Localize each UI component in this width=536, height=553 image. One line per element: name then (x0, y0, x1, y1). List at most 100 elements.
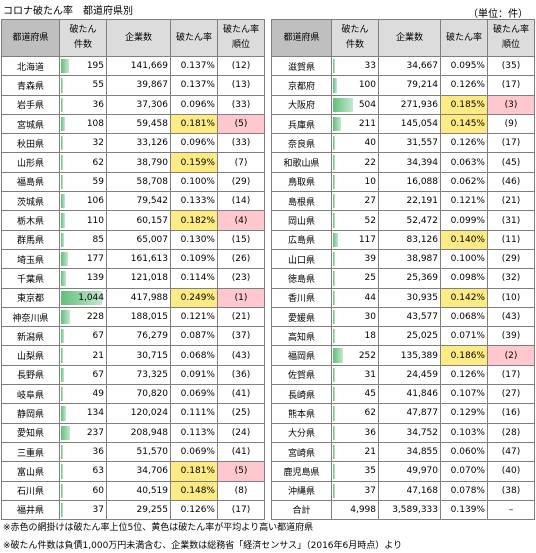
header-companies: 企業数 (106, 19, 171, 57)
pref-name: 茨城県 (1, 191, 60, 212)
total-label: 合計 (271, 499, 332, 520)
rank-value: (29) (487, 248, 535, 270)
count-cell: 55 (59, 75, 107, 96)
page-title: コロナ破たん率 都道府県別 (3, 6, 133, 17)
pref-name: 岡山県 (271, 210, 332, 231)
count-value: 44 (364, 292, 376, 303)
count-data-bar (61, 78, 63, 93)
rank-value: (37) (217, 326, 265, 347)
companies-value: 29,255 (106, 499, 171, 521)
pref-name: 三重県 (1, 441, 60, 463)
companies-value: 70,820 (106, 384, 171, 405)
rank-value: (12) (217, 55, 265, 77)
rate-value: 0.126% (440, 364, 488, 386)
count-cell: 40 (331, 133, 379, 154)
count-value: 30 (364, 312, 376, 322)
companies-value: 16,088 (378, 171, 441, 193)
rate-value: 0.087% (170, 326, 218, 347)
rank-value: (17) (217, 499, 265, 521)
count-cell: 30 (331, 306, 379, 328)
table-row: 岩手県 36 37,306 0.096% (33) (1, 94, 265, 115)
count-value: 55 (92, 80, 104, 91)
companies-value: 34,394 (378, 152, 441, 173)
count-value: 37 (364, 485, 376, 496)
count-data-bar (333, 116, 341, 132)
pref-name: 東京都 (1, 287, 60, 308)
rate-value: 0.068% (440, 306, 488, 328)
rate-value: 0.185% (440, 94, 488, 115)
pref-name: 熊本県 (271, 403, 332, 424)
header-companies: 企業数 (378, 19, 441, 57)
pref-name: 福島県 (1, 171, 60, 193)
count-value: 32 (92, 138, 104, 149)
count-data-bar (61, 155, 63, 170)
count-data-bar (61, 425, 70, 440)
table-row: 和歌山県 22 34,394 0.063% (45) (271, 152, 535, 173)
total-companies: 3,589,333 (378, 499, 441, 520)
rate-value: 0.137% (170, 75, 218, 96)
count-value: 195 (86, 61, 104, 72)
rank-value: (46) (487, 171, 535, 193)
count-value: 106 (86, 196, 104, 207)
rank-value: (31) (487, 210, 535, 231)
table-row: 神奈川県 228 188,015 0.121% (21) (1, 306, 265, 328)
rank-value: (24) (217, 422, 265, 443)
count-value: 1,044 (78, 292, 104, 303)
rate-value: 0.126% (440, 133, 488, 154)
rate-value: 0.121% (170, 306, 218, 328)
count-value: 67 (92, 331, 104, 342)
table-row: 青森県 55 39,867 0.137% (13) (1, 75, 265, 96)
count-data-bar (333, 329, 335, 344)
count-value: 59 (92, 176, 104, 187)
table-row: 埼玉県 177 161,613 0.109% (26) (1, 248, 265, 270)
header-rate: 破たん率 (170, 19, 218, 57)
companies-value: 33,126 (106, 133, 171, 154)
count-data-bar (61, 309, 70, 325)
pref-name: 新潟県 (1, 326, 60, 347)
table-row: 秋田県 32 33,126 0.096% (33) (1, 133, 265, 154)
count-data-bar (333, 213, 335, 228)
count-data-bar (61, 464, 63, 479)
count-cell: 45 (331, 384, 379, 405)
count-cell: 39 (331, 248, 379, 270)
count-cell: 21 (331, 441, 379, 463)
companies-value: 79,214 (378, 75, 441, 96)
companies-value: 52,472 (378, 210, 441, 231)
count-value: 36 (364, 427, 376, 438)
count-cell: 10 (331, 171, 379, 193)
pref-name: 島根県 (271, 191, 332, 212)
count-data-bar (333, 174, 335, 190)
companies-value: 43,577 (378, 306, 441, 328)
count-value: 45 (364, 389, 376, 400)
count-value: 134 (86, 408, 104, 419)
companies-value: 58,708 (106, 171, 171, 193)
count-cell: 36 (59, 441, 107, 463)
table-row: 愛媛県 30 43,577 0.068% (43) (271, 306, 535, 328)
count-data-bar (333, 444, 335, 460)
total-count: 4,998 (331, 499, 379, 520)
count-data-bar (333, 232, 338, 247)
pref-name: 富山県 (1, 461, 60, 482)
rank-value: (43) (217, 345, 265, 366)
count-cell: 21 (59, 345, 107, 366)
pref-name: 石川県 (1, 480, 60, 501)
pref-name: 山形県 (1, 152, 60, 173)
count-cell: 52 (331, 210, 379, 231)
count-cell: 31 (331, 364, 379, 386)
pref-name: 群馬県 (1, 229, 60, 250)
companies-value: 60,157 (106, 210, 171, 231)
rank-value: (40) (487, 461, 535, 482)
companies-value: 208,948 (106, 422, 171, 443)
rank-value: (38) (487, 480, 535, 501)
rank-value: (21) (487, 191, 535, 212)
rate-value: 0.130% (170, 229, 218, 250)
count-value: 33 (364, 61, 376, 72)
table-row: 福井県 37 29,255 0.126% (17) (1, 499, 265, 521)
pref-name: 岐阜県 (1, 384, 60, 405)
count-data-bar (333, 136, 335, 151)
pref-name: 鹿児島県 (271, 461, 332, 482)
pref-name: 広島県 (271, 229, 332, 250)
count-data-bar (333, 464, 335, 479)
rate-value: 0.140% (440, 229, 488, 250)
pref-name: 愛媛県 (271, 306, 332, 328)
